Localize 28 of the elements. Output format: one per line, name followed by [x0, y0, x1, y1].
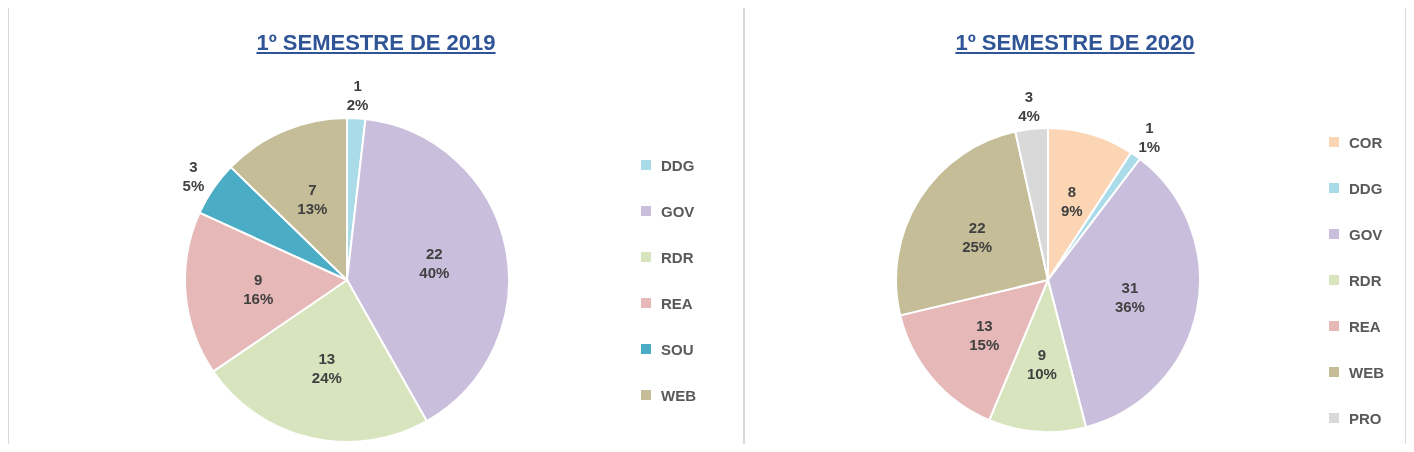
data-label: 9 10%: [1026, 345, 1057, 382]
legend-label: COR: [1349, 133, 1383, 151]
data-label: 31 36%: [1114, 278, 1145, 315]
legend-label: RDR: [661, 248, 694, 266]
data-label: 22 25%: [962, 218, 993, 255]
data-label: 13 24%: [311, 349, 342, 386]
legend-label: DDG: [1349, 179, 1383, 197]
data-label: 8 9%: [1060, 182, 1083, 219]
legend-label: WEB: [661, 386, 696, 404]
legend-label: WEB: [1349, 363, 1384, 381]
data-label: 3 4%: [1018, 87, 1040, 124]
legend-label: PRO: [1349, 409, 1382, 427]
data-label: 1 1%: [1138, 118, 1161, 155]
chart-title: 1º SEMESTRE DE 2019: [255, 30, 497, 56]
legend-label: REA: [661, 294, 693, 312]
legend-label: RDR: [1349, 271, 1382, 289]
legend-label: SOU: [661, 340, 694, 358]
legend-label: DDG: [661, 156, 695, 174]
legend-label: GOV: [1349, 225, 1383, 243]
data-label: 1 2%: [346, 76, 369, 113]
legend-label: GOV: [661, 202, 695, 220]
data-label: 22 40%: [419, 244, 450, 281]
legend-label: REA: [1349, 317, 1381, 335]
chart-title: 1º SEMESTRE DE 2020: [954, 30, 1196, 56]
data-label: 7 13%: [297, 180, 328, 217]
data-label: 3 5%: [182, 157, 205, 194]
data-label: 9 16%: [243, 270, 274, 307]
data-label: 13 15%: [969, 316, 1000, 353]
